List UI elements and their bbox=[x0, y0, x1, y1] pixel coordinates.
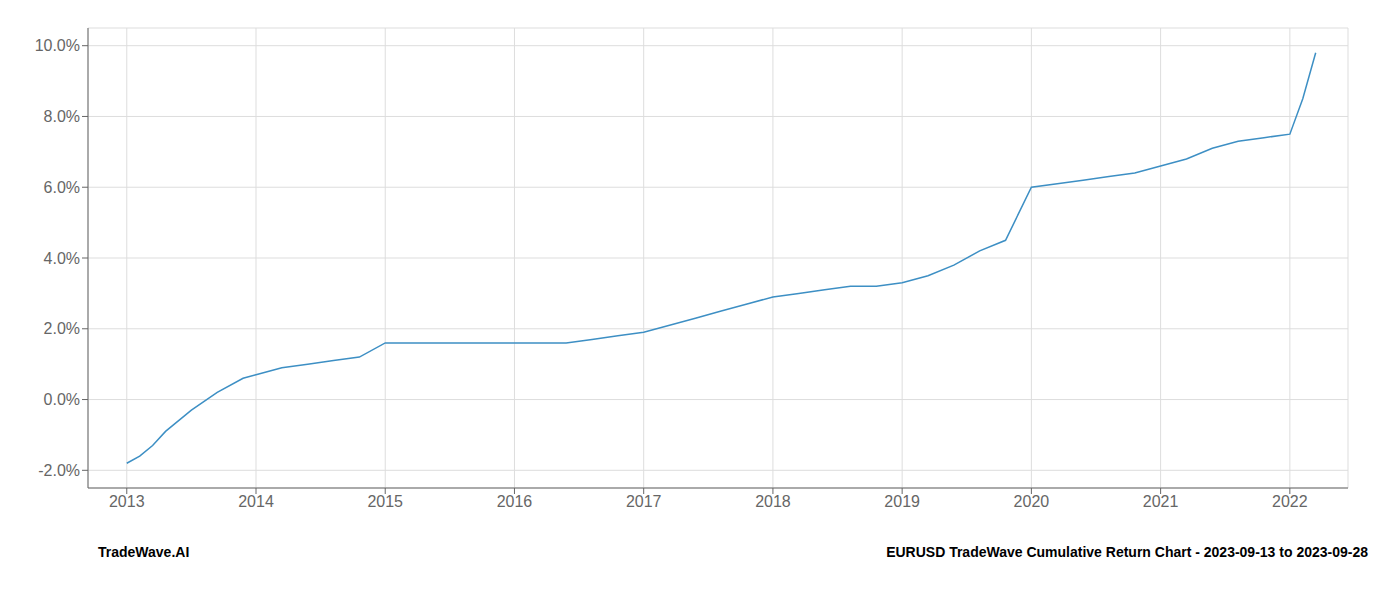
svg-text:2018: 2018 bbox=[755, 493, 791, 510]
svg-text:2.0%: 2.0% bbox=[44, 320, 80, 337]
svg-text:-2.0%: -2.0% bbox=[38, 462, 80, 479]
svg-text:8.0%: 8.0% bbox=[44, 108, 80, 125]
html-text:EURUSD TradeWave Cumulative Re: EURUSD TradeWave Cumulative Return Chart… bbox=[886, 544, 1368, 560]
html-text:TradeWave.AI: TradeWave.AI bbox=[98, 544, 190, 560]
svg-text:2017: 2017 bbox=[626, 493, 662, 510]
svg-text:10.0%: 10.0% bbox=[35, 37, 80, 54]
svg-text:6.0%: 6.0% bbox=[44, 179, 80, 196]
svg-text:2013: 2013 bbox=[109, 493, 145, 510]
svg-text:2020: 2020 bbox=[1014, 493, 1050, 510]
svg-text:2015: 2015 bbox=[367, 493, 403, 510]
svg-text:4.0%: 4.0% bbox=[44, 250, 80, 267]
svg-text:2022: 2022 bbox=[1272, 493, 1308, 510]
svg-text:2014: 2014 bbox=[238, 493, 274, 510]
svg-text:2016: 2016 bbox=[497, 493, 533, 510]
svg-text:2021: 2021 bbox=[1143, 493, 1179, 510]
svg-text:2019: 2019 bbox=[884, 493, 920, 510]
svg-text:0.0%: 0.0% bbox=[44, 391, 80, 408]
